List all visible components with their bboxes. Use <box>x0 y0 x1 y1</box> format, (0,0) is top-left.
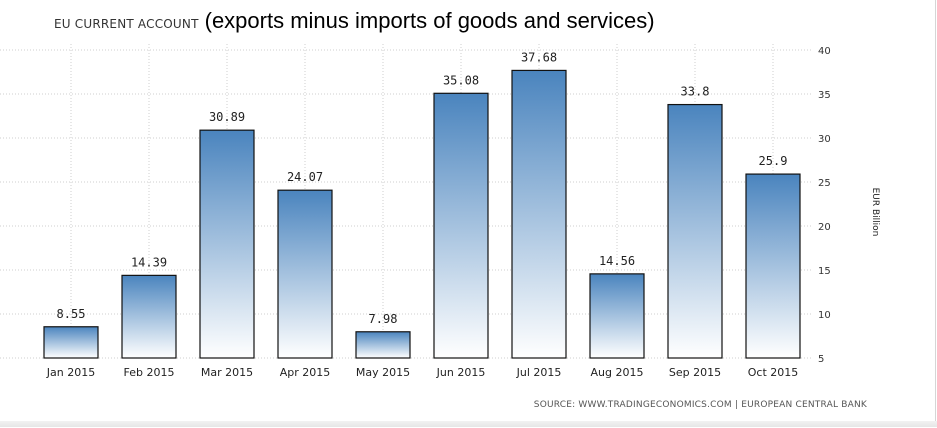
bar-jul-2015 <box>511 69 567 359</box>
data-label: 30.89 <box>209 110 245 124</box>
x-tick-label: Apr 2015 <box>280 366 331 379</box>
x-tick-label: Sep 2015 <box>669 366 721 379</box>
x-tick-label: May 2015 <box>356 366 410 379</box>
data-label: 7.98 <box>369 312 398 326</box>
x-tick-label: Oct 2015 <box>748 366 799 379</box>
y-axis-ticks: 5 10 15 20 25 30 35 40 <box>818 46 831 365</box>
chart-title: EU CURRENT ACCOUNT <box>54 17 199 31</box>
y-tick-label: 15 <box>818 266 831 277</box>
y-tick-label: 30 <box>818 134 831 145</box>
y-tick-label: 20 <box>818 222 831 233</box>
y-tick-label: 40 <box>818 46 831 57</box>
bar-apr-2015 <box>277 189 333 359</box>
data-labels: 8.55 14.39 30.89 24.07 7.98 35.08 37.68 14.56 33… <box>57 50 788 325</box>
data-label: 14.56 <box>599 254 635 268</box>
data-label: 35.08 <box>443 73 479 87</box>
bar-mar-2015 <box>199 129 255 359</box>
y-axis-label: EUR Billion <box>870 188 880 237</box>
x-tick-label: Feb 2015 <box>124 366 175 379</box>
data-label: 14.39 <box>131 255 167 269</box>
bar-aug-2015 <box>589 273 645 359</box>
y-tick-label: 35 <box>818 90 831 101</box>
y-tick-label: 5 <box>818 354 824 365</box>
chart-subtitle: (exports minus imports of goods and serv… <box>204 8 655 33</box>
x-axis-ticks: Jan 2015 Feb 2015 Mar 2015 Apr 2015 May 2015… <box>46 366 798 379</box>
data-label: 37.68 <box>521 50 557 64</box>
data-label: 25.9 <box>759 154 788 168</box>
source-note: SOURCE: WWW.TRADINGECONOMICS.COM | EUROP… <box>533 400 867 410</box>
bar-chart: 8.55 14.39 30.89 24.07 7.98 35.08 37.68 14.56 33… <box>0 44 880 379</box>
bar-oct-2015 <box>745 173 801 359</box>
x-tick-label: Aug 2015 <box>591 366 644 379</box>
x-tick-label: Mar 2015 <box>201 366 253 379</box>
bars <box>43 69 801 359</box>
data-label: 33.8 <box>681 85 710 99</box>
bar-sep-2015 <box>667 103 723 359</box>
bar-feb-2015 <box>121 274 177 359</box>
y-tick-label: 10 <box>818 310 831 321</box>
bar-jun-2015 <box>433 92 489 359</box>
y-tick-label: 25 <box>818 178 831 189</box>
x-tick-label: Jul 2015 <box>516 366 562 379</box>
bar-may-2015 <box>355 331 411 359</box>
x-tick-label: Jan 2015 <box>46 366 95 379</box>
data-label: 24.07 <box>287 170 323 184</box>
title-row: EU CURRENT ACCOUNT (exports minus imports… <box>54 8 655 34</box>
bar-jan-2015 <box>43 326 99 359</box>
bottom-scroll-strip <box>0 421 937 427</box>
data-label: 8.55 <box>57 307 86 321</box>
x-tick-label: Jun 2015 <box>436 366 486 379</box>
